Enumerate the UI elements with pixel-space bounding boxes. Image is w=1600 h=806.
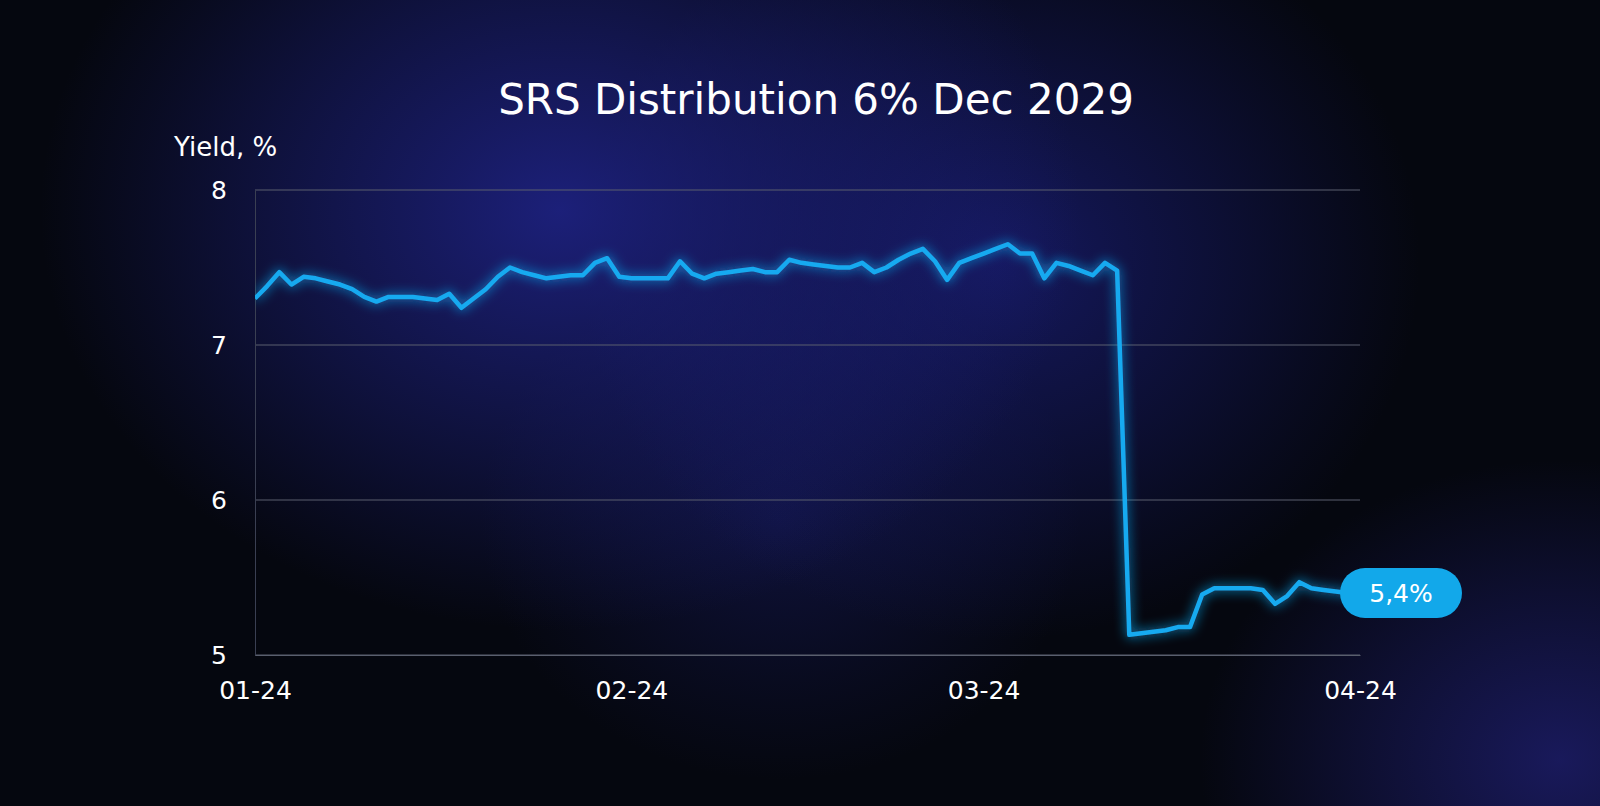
x-tick-label: 03-24 [948,676,1021,705]
plot-area [255,244,1360,635]
y-tick: 5 [211,641,255,670]
y-tick: 8 [211,176,255,205]
y-axis: 5 6 7 8 [211,176,255,670]
value-label-text: 5,4% [1369,579,1433,608]
y-axis-line [255,191,256,656]
yield-line [255,244,1360,635]
y-axis-title: Yield, % [173,132,277,162]
y-tick-label: 6 [211,486,227,515]
data-labels: 5,4% [1340,568,1462,618]
x-tick-label: 01-24 [219,676,292,705]
x-tick: 04-24 [1324,655,1397,705]
y-tick-label: 8 [211,176,227,205]
y-tick-label: 7 [211,331,227,360]
x-tick-label: 02-24 [596,676,669,705]
x-axis-line [256,655,1361,656]
grid-line [255,500,1360,501]
x-tick: 01-24 [219,655,292,705]
grid-line [255,655,1360,656]
y-tick-label: 5 [211,641,227,670]
value-label: 5,4% [1340,568,1462,618]
value-label-pill [1340,568,1462,618]
grid [255,190,1360,655]
chart-title: SRS Distribution 6% Dec 2029 [498,75,1134,124]
chart-svg: SRS Distribution 6% Dec 2029 Yield, % 5 6 7 8… [0,0,1600,806]
x-tick: 03-24 [948,655,1021,705]
y-tick: 6 [211,486,255,515]
x-axis: 01-24 02-24 03-24 04-24 [219,655,1397,705]
x-tick: 02-24 [596,655,669,705]
y-tick: 7 [211,331,255,360]
grid-line [255,345,1360,346]
x-tick-label: 04-24 [1324,676,1397,705]
grid-line [255,190,1360,191]
